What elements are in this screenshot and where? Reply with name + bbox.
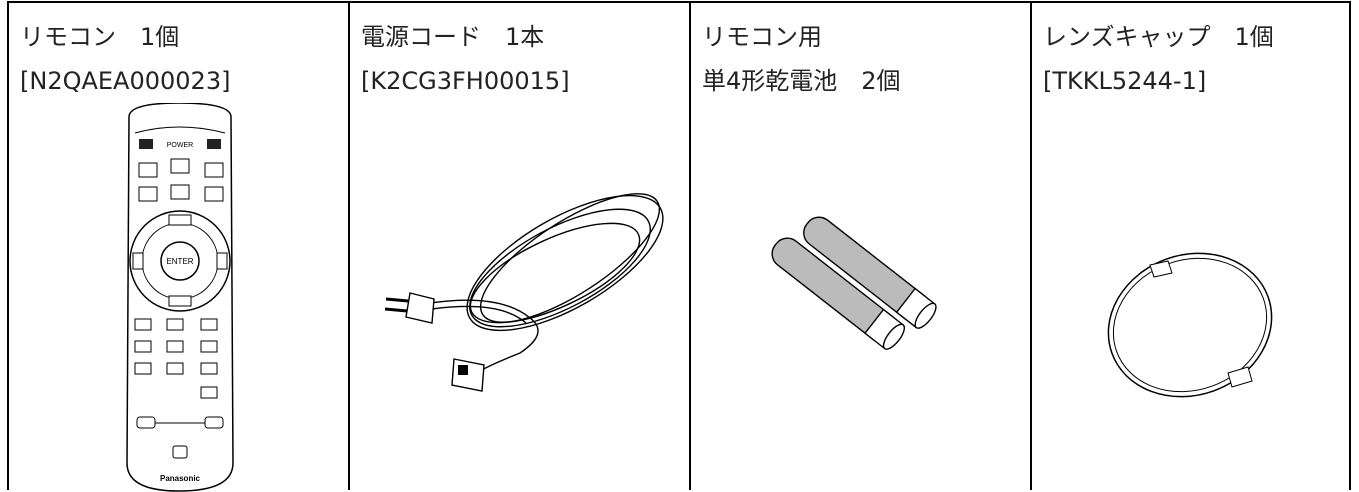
part-number: [K2CG3FH00015]	[361, 67, 570, 95]
item-name: リモコン 1個	[20, 23, 180, 51]
table-cell: リモコン 1個 [N2QAEA000023] POWER ENTER	[9, 3, 350, 492]
item-name: リモコン用	[702, 23, 822, 51]
item-name: 電源コード 1本	[361, 23, 545, 51]
cell-text: リモコン用 単4形乾電池 2個	[702, 15, 901, 103]
remote-label: Panasonic	[160, 474, 201, 483]
cell-text: 電源コード 1本 [K2CG3FH00015]	[361, 15, 570, 103]
table-cell: 電源コード 1本 [K2CG3FH00015]	[350, 3, 691, 490]
item-detail: 単4形乾電池 2個	[702, 67, 901, 95]
battery-illustration	[771, 216, 937, 350]
remote-label: ENTER	[166, 257, 193, 266]
remote-label: POWER	[167, 142, 193, 149]
item-name: レンズキャップ 1個	[1043, 23, 1274, 51]
part-number: [TKKL5244-1]	[1043, 67, 1207, 95]
table-cell: レンズキャップ 1個 [TKKL5244-1]	[1032, 3, 1351, 490]
remote-illustration: POWER ENTER Panasonic	[126, 103, 234, 492]
table-cell: リモコン用 単4形乾電池 2個	[691, 3, 1032, 490]
lens-cap-illustration	[1107, 252, 1273, 398]
cell-text: リモコン 1個 [N2QAEA000023]	[20, 15, 230, 103]
accessory-table: リモコン 1個 [N2QAEA000023] POWER ENTER	[7, 1, 1351, 492]
cord-illustration	[384, 193, 664, 392]
part-number: [N2QAEA000023]	[20, 67, 231, 95]
cell-text: レンズキャップ 1個 [TKKL5244-1]	[1043, 15, 1274, 103]
